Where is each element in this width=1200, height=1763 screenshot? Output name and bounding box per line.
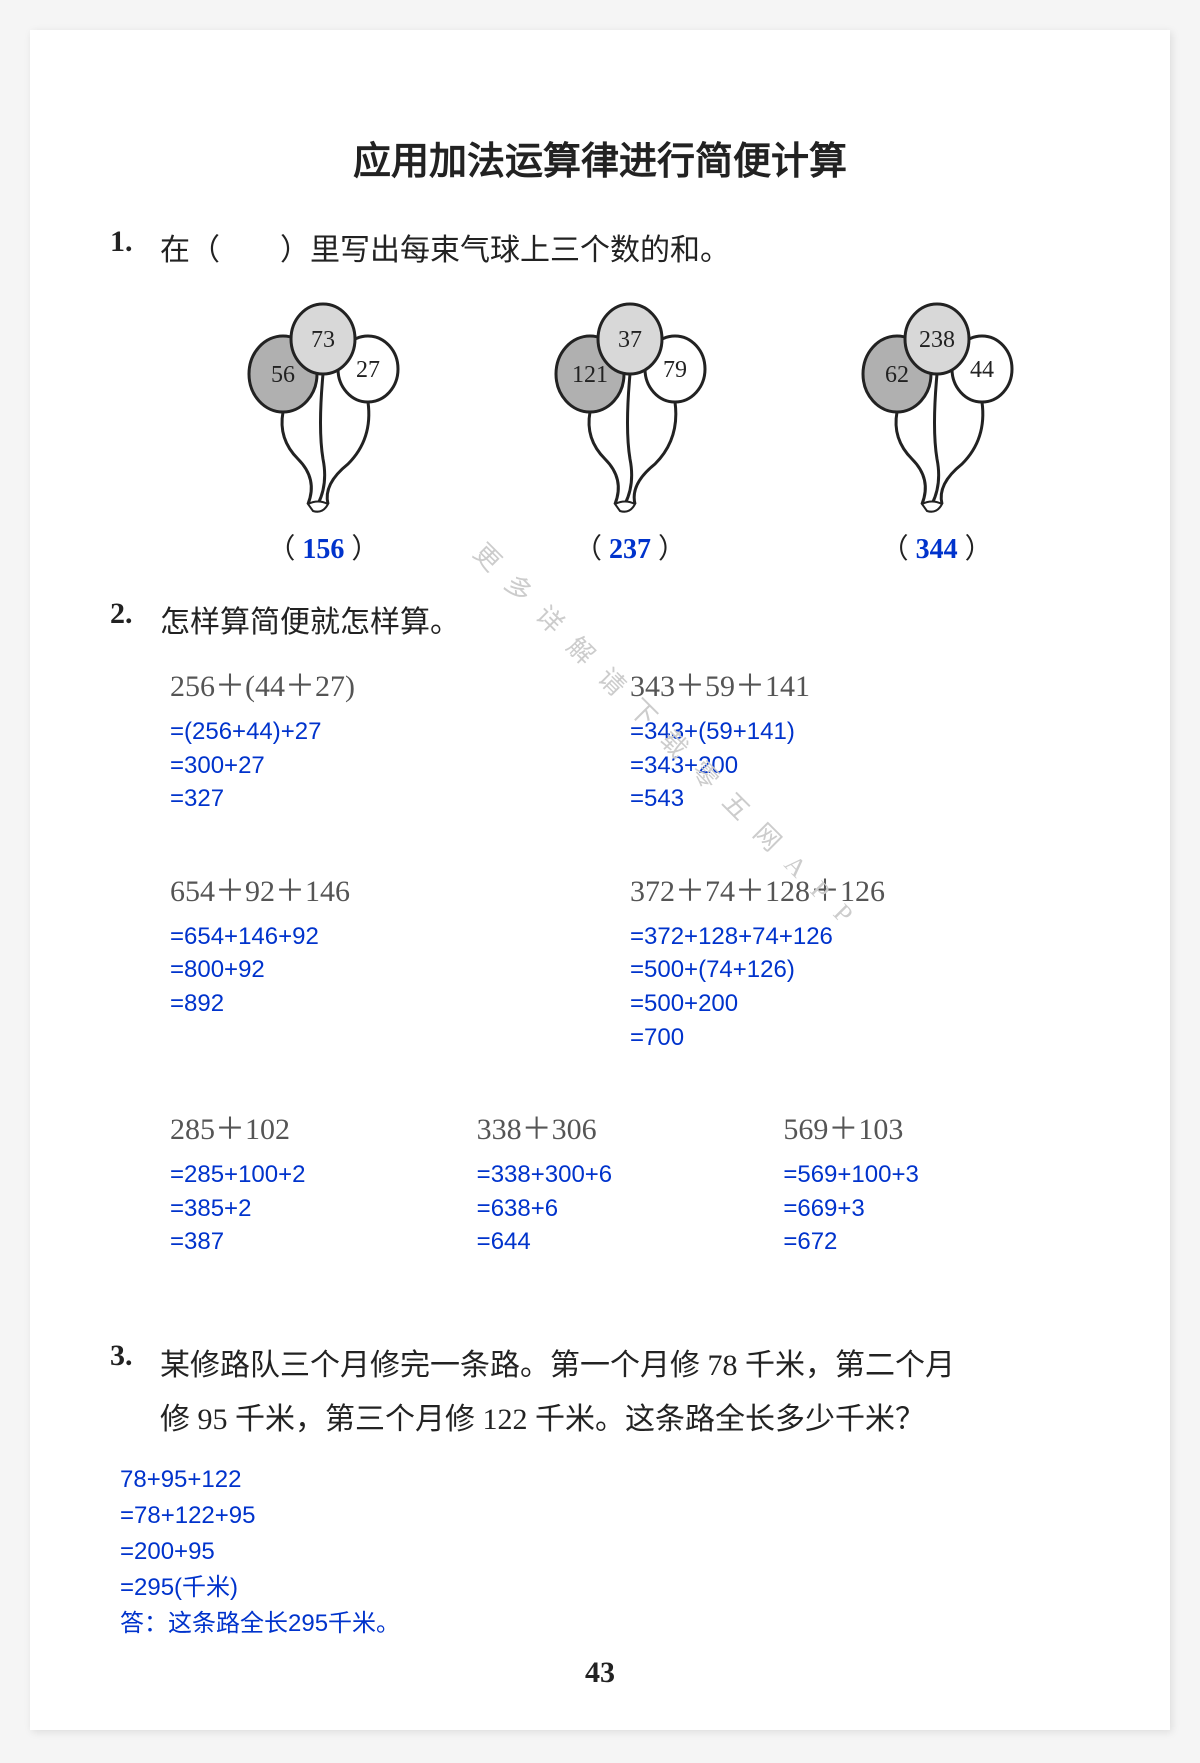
calc-step: =385+2 <box>170 1192 477 1226</box>
calc-expression: 338＋306 <box>477 1104 784 1148</box>
calc-row-3: 285＋102 =285+100+2=385+2=387 338＋306 =338+3… <box>170 1104 1090 1259</box>
balloon-answer: （ 237 ） <box>530 527 730 567</box>
balloons-row: 73 56 27 （ 156 ） 37 121 79 （ 237 ） 238 6… <box>170 289 1090 567</box>
balloon-answer: （ 156 ） <box>223 527 423 567</box>
calc-step: =644 <box>477 1225 784 1259</box>
question-3: 3. 某修路队三个月修完一条路。第一个月修 78 千米，第二个月 修 95 千米… <box>110 1339 1090 1447</box>
calc-step: =343+200 <box>630 749 1090 783</box>
calc-expression: 654＋92＋146 <box>170 866 630 910</box>
calc-row-2: 654＋92＋146=654+146+92=800+92=892372＋74＋1… <box>170 866 1090 1054</box>
calc-step: =672 <box>783 1225 1090 1259</box>
q3-step: 78+95+122 <box>120 1462 1090 1498</box>
calc-step: =669+3 <box>783 1192 1090 1226</box>
balloon-group: 73 56 27 （ 156 ） <box>223 289 423 567</box>
calc-item: 569＋103 =569+100+3=669+3=672 <box>783 1104 1090 1259</box>
balloon-icon: 37 121 79 <box>530 289 730 519</box>
balloon-group: 37 121 79 （ 237 ） <box>530 289 730 567</box>
calc-step: =800+92 <box>170 953 630 987</box>
balloon-icon: 238 62 44 <box>837 289 1037 519</box>
q2-text: 怎样算简便就怎样算。 <box>160 597 460 641</box>
calc-step: =372+128+74+126 <box>630 920 1090 954</box>
balloon-group: 238 62 44 （ 344 ） <box>837 289 1037 567</box>
calc-step: =569+100+3 <box>783 1158 1090 1192</box>
calc-step: =343+(59+141) <box>630 715 1090 749</box>
calc-step: =500+200 <box>630 987 1090 1021</box>
calc-step: =638+6 <box>477 1192 784 1226</box>
calc-expression: 569＋103 <box>783 1104 1090 1148</box>
calc-section: 256＋(44＋27)=(256+44)+27=300+27=327343＋59… <box>170 661 1090 1259</box>
svg-text:238: 238 <box>919 327 955 353</box>
calc-step: =500+(74+126) <box>630 953 1090 987</box>
svg-text:37: 37 <box>618 327 642 353</box>
question-1: 1. 在（ ）里写出每束气球上三个数的和。 <box>110 225 1090 269</box>
calc-row-1: 256＋(44＋27)=(256+44)+27=300+27=327343＋59… <box>170 661 1090 816</box>
page-number: 43 <box>30 1656 1170 1690</box>
page: 应用加法运算律进行简便计算 1. 在（ ）里写出每束气球上三个数的和。 73 5… <box>30 30 1170 1730</box>
q3-step: 答：这条路全长295千米。 <box>120 1606 1090 1642</box>
calc-item: 338＋306 =338+300+6=638+6=644 <box>477 1104 784 1259</box>
calc-step: =387 <box>170 1225 477 1259</box>
q1-text: 在（ ）里写出每束气球上三个数的和。 <box>160 225 730 269</box>
calc-step: =327 <box>170 782 630 816</box>
calc-expression: 256＋(44＋27) <box>170 661 630 705</box>
calc-step: =700 <box>630 1021 1090 1055</box>
svg-text:73: 73 <box>311 327 335 353</box>
calc-step: =338+300+6 <box>477 1158 784 1192</box>
calc-item: 343＋59＋141 =343+(59+141)=343+200=543 <box>630 661 1090 816</box>
q3-step: =200+95 <box>120 1534 1090 1570</box>
balloon-icon: 73 56 27 <box>223 289 423 519</box>
calc-step: =654+146+92 <box>170 920 630 954</box>
page-title: 应用加法运算律进行简便计算 <box>110 130 1090 185</box>
svg-text:27: 27 <box>356 357 380 383</box>
question-2: 2. 怎样算简便就怎样算。 <box>110 597 1090 641</box>
q1-number: 1. <box>110 225 160 259</box>
calc-step: =892 <box>170 987 630 1021</box>
svg-text:62: 62 <box>885 362 909 388</box>
calc-expression: 372＋74＋128＋126 <box>630 866 1090 910</box>
balloon-answer: （ 344 ） <box>837 527 1037 567</box>
svg-text:56: 56 <box>271 362 295 388</box>
svg-text:121: 121 <box>572 362 608 388</box>
q3-line2: 修 95 千米，第三个月修 122 千米。这条路全长多少千米？ <box>160 1393 955 1447</box>
calc-item: 256＋(44＋27) =(256+44)+27=300+27=327 <box>170 661 630 816</box>
calc-step: =285+100+2 <box>170 1158 477 1192</box>
calc-item: 372＋74＋128＋126 =372+128+74+126=500+(74+12… <box>630 866 1090 1054</box>
q2-number: 2. <box>110 597 160 631</box>
calc-step: =(256+44)+27 <box>170 715 630 749</box>
calc-expression: 285＋102 <box>170 1104 477 1148</box>
calc-step: =543 <box>630 782 1090 816</box>
calc-step: =300+27 <box>170 749 630 783</box>
q3-number: 3. <box>110 1339 160 1373</box>
q3-step: =295(千米) <box>120 1570 1090 1606</box>
q3-work: 78+95+122=78+122+95=200+95=295(千米)答：这条路全… <box>120 1462 1090 1642</box>
q3-line1: 某修路队三个月修完一条路。第一个月修 78 千米，第二个月 <box>160 1339 955 1393</box>
svg-text:44: 44 <box>970 357 994 383</box>
calc-item: 285＋102 =285+100+2=385+2=387 <box>170 1104 477 1259</box>
svg-text:79: 79 <box>663 357 687 383</box>
q3-step: =78+122+95 <box>120 1498 1090 1534</box>
calc-item: 654＋92＋146 =654+146+92=800+92=892 <box>170 866 630 1054</box>
calc-expression: 343＋59＋141 <box>630 661 1090 705</box>
